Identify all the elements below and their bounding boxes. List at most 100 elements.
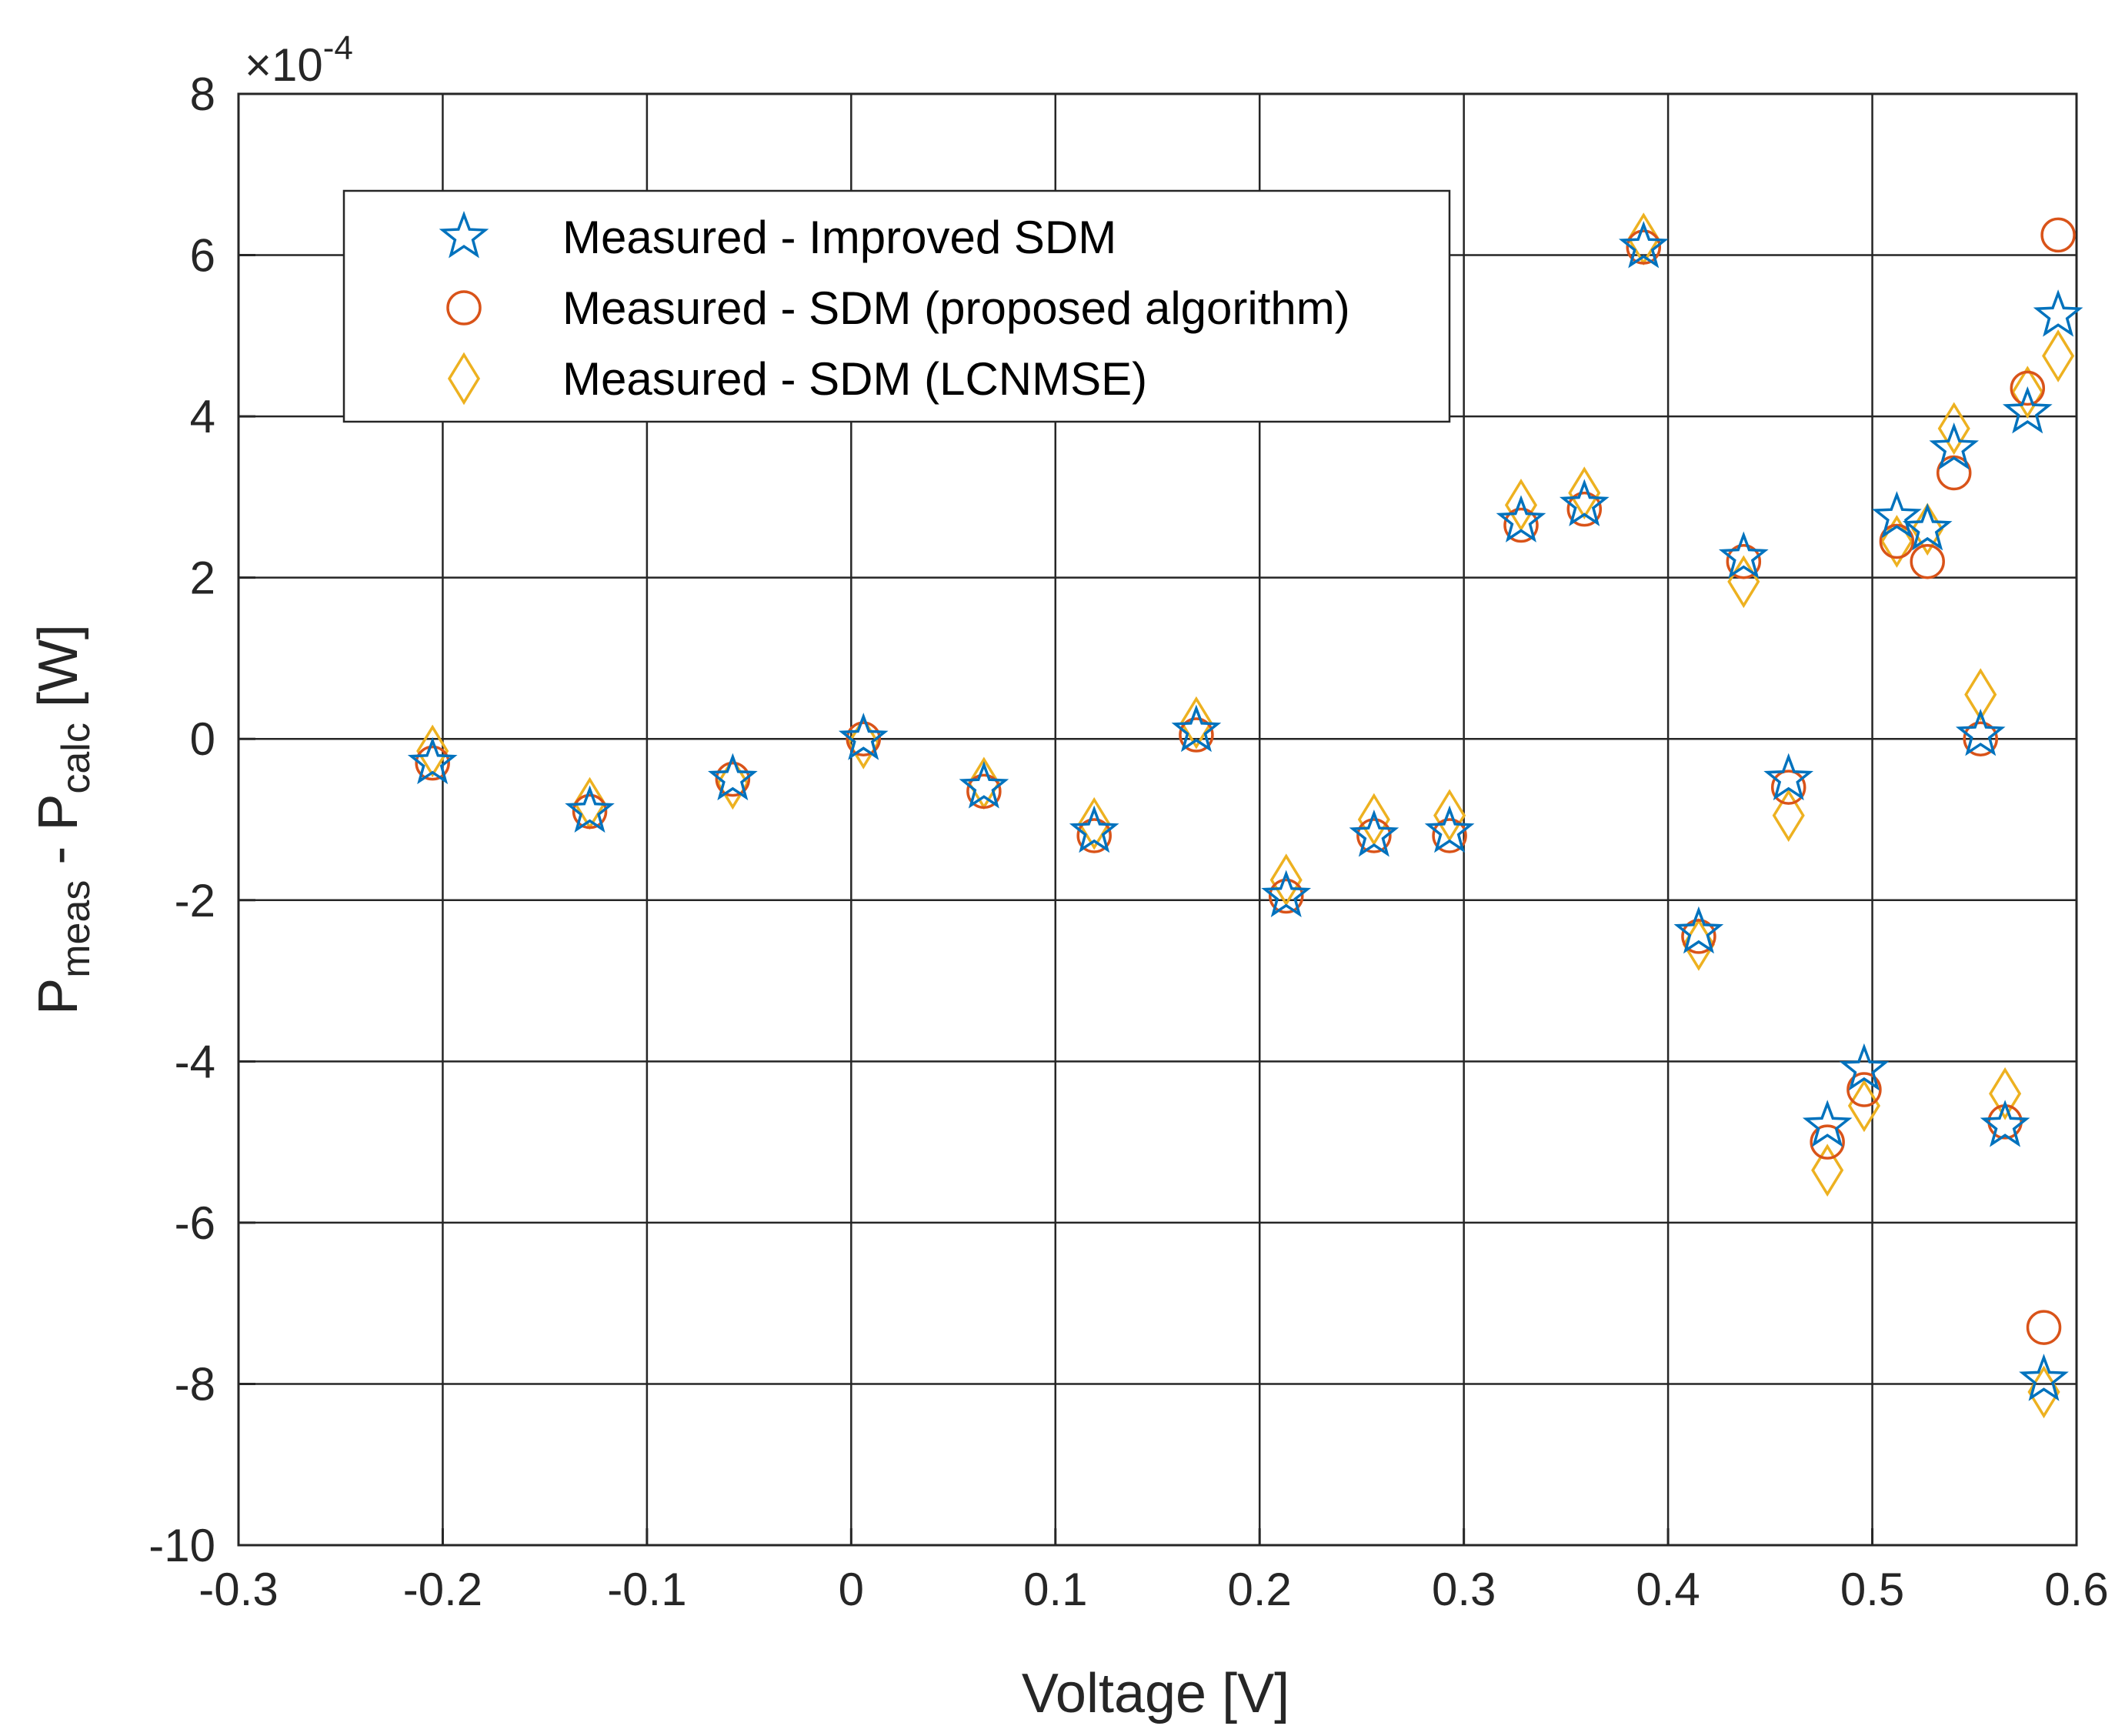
y-axis-label: Pmeas - Pcalc [W] <box>28 624 98 1015</box>
data-point-circle <box>415 745 450 781</box>
data-point-star <box>1559 479 1610 526</box>
x-tick-label: 0.4 <box>1636 1564 1700 1615</box>
y-tick-label: 2 <box>190 553 215 604</box>
y-tick-label: 4 <box>190 391 215 442</box>
y-tick-label: -8 <box>175 1358 215 1410</box>
y-tick-label: -2 <box>175 875 215 926</box>
data-point-star <box>1069 805 1119 853</box>
data-point-circle <box>1432 818 1467 853</box>
data-point-circle <box>846 721 882 756</box>
data-point-diamond <box>1811 1143 1844 1197</box>
data-point-diamond <box>1937 402 1970 456</box>
data-point-diamond <box>1504 479 1538 532</box>
x-tick-label: -0.2 <box>403 1564 482 1615</box>
data-point-diamond <box>1357 793 1390 846</box>
legend: Measured - Improved SDM Measured - SDM (p… <box>342 189 1451 423</box>
data-point-star <box>1839 1043 1890 1091</box>
data-point-circle <box>715 761 751 797</box>
data-point-circle <box>2026 1310 2062 1345</box>
data-point-star <box>1980 1100 2030 1147</box>
data-point-circle <box>2010 370 2046 406</box>
data-point-circle <box>1268 878 1304 914</box>
plot-area-frame <box>237 92 2078 1547</box>
data-point-star <box>838 713 889 760</box>
data-point-circle <box>1356 818 1392 853</box>
y-label-tail: [W] <box>28 624 89 723</box>
data-point-diamond <box>1568 466 1601 519</box>
data-point-star <box>1496 495 1546 542</box>
legend-marker-star <box>439 211 489 259</box>
y-label-mid: - P <box>28 794 89 880</box>
y-label-sub1: meas <box>54 880 98 978</box>
tick-labels: -0.3 -0.2 -0.1 0 0.1 0.2 0.3 0.4 0.5 0.6 -10 -8 -6 -4… <box>148 68 2108 1615</box>
y-tick-label: 6 <box>190 230 215 282</box>
data-point-star <box>2002 386 2053 434</box>
data-point-circle <box>1726 543 1762 579</box>
data-point-star <box>1424 805 1475 853</box>
data-point-star <box>708 753 758 801</box>
legend-marker-circle <box>446 290 482 326</box>
data-point-circle <box>1910 543 1945 579</box>
data-point-circle <box>1626 229 1662 265</box>
y-label-sub2: calc <box>54 723 98 793</box>
data-point-circle <box>1810 1124 1845 1160</box>
y-multiplier-base: ×10 <box>245 39 323 91</box>
legend-items: Measured - Improved SDM Measured - SDM (p… <box>439 211 1350 406</box>
data-point-diamond <box>1179 696 1213 749</box>
legend-label: Measured - SDM (LCNMSE) <box>562 353 1147 405</box>
x-tick-label: 0.3 <box>1432 1564 1496 1615</box>
data-point-diamond <box>2011 366 2044 419</box>
x-tick-label: -0.3 <box>198 1564 278 1615</box>
x-tick-label: -0.1 <box>607 1564 686 1615</box>
legend-box <box>342 189 1451 423</box>
data-point-diamond <box>416 724 449 778</box>
data-point-star <box>1763 753 1814 801</box>
data-point-star <box>407 736 458 785</box>
data-point-diamond <box>1772 789 1805 843</box>
data-point-circle <box>1179 717 1214 753</box>
data-point-diamond <box>847 716 880 770</box>
data-point-diamond <box>1964 668 1997 721</box>
y-multiplier-exponent: -4 <box>323 29 353 67</box>
data-point-star <box>1955 709 2006 756</box>
x-tick-label: 0.2 <box>1228 1564 1292 1615</box>
data-point-circle <box>1566 491 1603 527</box>
data-point-star <box>1929 422 1980 470</box>
x-tick-label: 0.5 <box>1840 1564 1904 1615</box>
data-point-circle <box>1681 919 1716 954</box>
y-tick-label: 8 <box>190 68 215 120</box>
data-point-star <box>959 761 1009 809</box>
data-point-circle <box>1846 1072 1882 1107</box>
x-tick-label: 0.6 <box>2044 1564 2108 1615</box>
data-point-star <box>1673 906 1724 954</box>
data-point-circle <box>572 793 608 830</box>
series-star <box>407 221 2083 1401</box>
data-point-diamond <box>2042 329 2075 382</box>
data-point-diamond <box>1078 796 1111 850</box>
data-point-diamond <box>716 756 749 810</box>
x-tick-label: 0 <box>839 1564 864 1615</box>
data-point-circle <box>2040 217 2076 253</box>
data-markers <box>407 212 2083 1419</box>
data-point-diamond <box>1847 1079 1880 1133</box>
y-tick-label: -4 <box>175 1036 215 1087</box>
data-point-star <box>1802 1100 1853 1147</box>
y-tick-label: -10 <box>148 1520 215 1571</box>
data-point-star <box>1349 810 1399 857</box>
data-point-diamond <box>1989 1067 2022 1120</box>
data-point-diamond <box>1433 789 1466 843</box>
data-point-circle <box>1503 507 1539 543</box>
data-point-star <box>2033 289 2083 337</box>
data-point-circle <box>1770 770 1806 805</box>
data-point-circle <box>966 773 1002 810</box>
x-axis-label: Voltage [V] <box>1022 1663 1289 1724</box>
data-point-star <box>2019 1354 2069 1401</box>
legend-label: Measured - Improved SDM <box>562 212 1116 263</box>
legend-label: Measured - SDM (proposed algorithm) <box>562 282 1350 334</box>
data-point-star <box>1171 704 1222 753</box>
data-point-circle <box>1076 818 1112 853</box>
legend-marker-diamond <box>447 352 481 406</box>
data-point-star <box>1902 502 1953 551</box>
series-circle <box>415 217 2076 1345</box>
